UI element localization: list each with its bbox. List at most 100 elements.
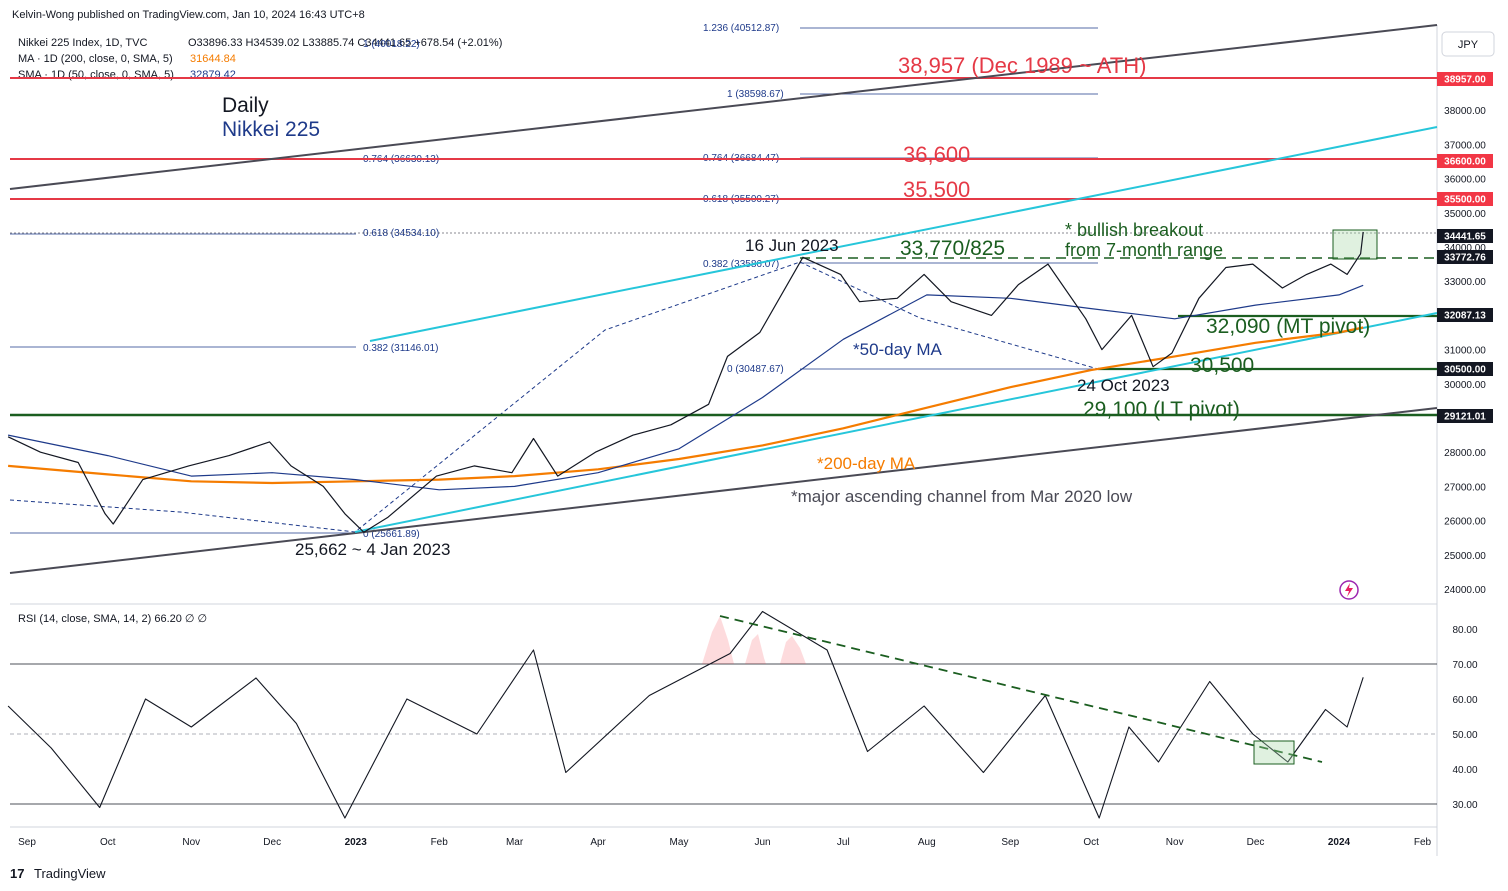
channel-lines [9, 24, 1438, 574]
price-tag: 33772.76 [1444, 253, 1486, 264]
ohlc-text: O33896.33 H34539.02 L33885.74 C34441.65 … [188, 37, 502, 49]
time-tick-label: Dec [263, 837, 281, 848]
time-tick-label: Apr [590, 837, 606, 848]
tradingview-logo-icon: 17 [10, 866, 24, 881]
publisher-text: Kelvin-Wong published on TradingView.com… [12, 9, 365, 21]
ath-annotation: 38,957 (Dec 1989 ~ ATH) [898, 53, 1146, 78]
rsi-header: RSI (14, close, SMA, 14, 2) 66.20 ∅ ∅ [18, 613, 207, 625]
ma200-value: 31644.84 [190, 53, 236, 65]
price-tick-label: 37000.00 [1444, 140, 1486, 151]
rsi-tick-label: 30.00 [1452, 800, 1477, 811]
time-tick-label: Aug [918, 837, 936, 848]
price-tick-label: 38000.00 [1444, 106, 1486, 117]
rsi-tick-label: 70.00 [1452, 660, 1477, 671]
fib-label: 1 (40018.22) [363, 39, 420, 50]
level-lines [10, 77, 1437, 417]
rsi-bands [10, 663, 1437, 805]
symbol-line: Nikkei 225 Index, 1D, TVC [18, 37, 147, 49]
rsi-tick-label: 80.00 [1452, 625, 1477, 636]
rsi-axis: 30.00 40.00 50.00 60.00 70.00 80.00 [1452, 625, 1477, 811]
price-tag: 30500.00 [1444, 365, 1486, 376]
jun-high-annotation: 16 Jun 2023 [745, 236, 839, 255]
rsi-trendline [719, 615, 1323, 763]
fib-label: 1 (38598.67) [727, 89, 784, 100]
price-series-line [7, 231, 1364, 533]
fib-label: 0.382 (33586.07) [703, 259, 779, 270]
currency-button[interactable] [1441, 31, 1495, 57]
time-tick-label: Mar [506, 837, 524, 848]
price-tick-label: 30000.00 [1444, 380, 1486, 391]
price-tick-label: 28000.00 [1444, 448, 1486, 459]
price-tick-label: 36000.00 [1444, 175, 1486, 186]
oct-low-annotation: 24 Oct 2023 [1077, 376, 1170, 395]
price-tag: 38957.00 [1444, 75, 1486, 86]
sma50-value: 32879.42 [190, 69, 236, 81]
lightning-icon[interactable] [1339, 580, 1359, 600]
price-tag: 29121.01 [1444, 412, 1486, 423]
title-index: Nikkei 225 [222, 118, 320, 141]
price-layer [7, 231, 1364, 533]
channel-annotation: *major ascending channel from Mar 2020 l… [791, 487, 1133, 506]
price-tag: 34441.65 [1444, 232, 1486, 243]
rsi-overbought-fill [702, 616, 734, 664]
fib-label: 0.382 (31146.01) [363, 343, 438, 354]
rsi-line [7, 610, 1364, 819]
lt-pivot-annotation: 29,100 (LT pivot) [1083, 398, 1240, 421]
rsi-tick-label: 50.00 [1452, 730, 1477, 741]
sma50-label: SMA · 1D (50, close, 0, SMA, 5) [18, 69, 174, 81]
fib-label: 1.236 (40512.87) [703, 23, 779, 34]
ma200-line [8, 326, 1364, 485]
time-axis: Sep Oct Nov Dec 2023 Feb Mar Apr May Jun Jul Aug Sep… [18, 837, 1431, 848]
time-tick-label: Nov [1166, 837, 1184, 848]
title-daily: Daily [222, 94, 269, 117]
price-tags: 38957.00 36600.00 35500.00 34441.65 3377… [1437, 72, 1493, 423]
fib-label: 0 (25661.89) [363, 529, 420, 540]
price-tick-label: 31000.00 [1444, 346, 1486, 357]
price-tick-label: 33000.00 [1444, 277, 1486, 288]
breakout-annotation-1: * bullish breakout [1065, 220, 1203, 240]
price-tick-label: 26000.00 [1444, 517, 1486, 528]
currency-label: JPY [1458, 39, 1479, 51]
sma50-line [7, 284, 1364, 491]
rsi-breakout-box [1253, 740, 1295, 765]
price-axis: 24000.00 25000.00 26000.00 27000.00 28000.00… [1444, 106, 1486, 596]
price-tick-label: 27000.00 [1444, 482, 1486, 493]
fib-label: 0.618 (34534.10) [363, 228, 439, 239]
ma200-label: MA · 1D (200, close, 0, SMA, 5) [18, 53, 173, 65]
time-tick-label: Oct [1083, 837, 1099, 848]
time-tick-label: Jun [754, 837, 770, 848]
fib-label: 0 (30487.67) [727, 364, 784, 375]
price-tick-label: 34000.00 [1444, 243, 1486, 254]
r1-annotation: 36,600 [903, 142, 970, 167]
price-tag: 36600.00 [1444, 157, 1486, 168]
range-top-annotation: 33,770/825 [900, 237, 1005, 260]
rsi-tick-label: 40.00 [1452, 765, 1477, 776]
time-tick-label: Oct [100, 837, 116, 848]
branding-text: TradingView [34, 866, 106, 881]
jan-low-annotation: 25,662 ~ 4 Jan 2023 [295, 540, 451, 559]
time-tick-label: Feb [431, 837, 449, 848]
time-tick-label: Sep [18, 837, 36, 848]
s30500-annotation: 30,500 [1190, 354, 1254, 377]
ma200-annotation: *200-day MA [817, 454, 916, 473]
price-tag: 32087.13 [1444, 311, 1486, 322]
rsi-tick-label: 60.00 [1452, 695, 1477, 706]
mt-pivot-annotation: 32,090 (MT pivot) [1206, 315, 1370, 338]
breakout-annotation-2: from 7-month range [1065, 240, 1223, 260]
time-tick-label: Jul [837, 837, 850, 848]
rsi-overbought-fill [745, 634, 806, 664]
price-tag: 35500.00 [1444, 195, 1486, 206]
breakout-box [1332, 229, 1378, 260]
time-tick-label: Nov [182, 837, 200, 848]
price-tick-label: 25000.00 [1444, 551, 1486, 562]
rsi-layer [7, 610, 1364, 819]
r2-annotation: 35,500 [903, 177, 970, 202]
annotations: 38,957 (Dec 1989 ~ ATH) 36,600 35,500 * … [295, 53, 1370, 559]
time-tick-label: 2023 [345, 837, 368, 848]
time-tick-label: Dec [1247, 837, 1265, 848]
price-tick-label: 35000.00 [1444, 209, 1486, 220]
time-tick-label: May [670, 837, 689, 848]
price-tick-label: 24000.00 [1444, 585, 1486, 596]
time-tick-label: Sep [1001, 837, 1019, 848]
